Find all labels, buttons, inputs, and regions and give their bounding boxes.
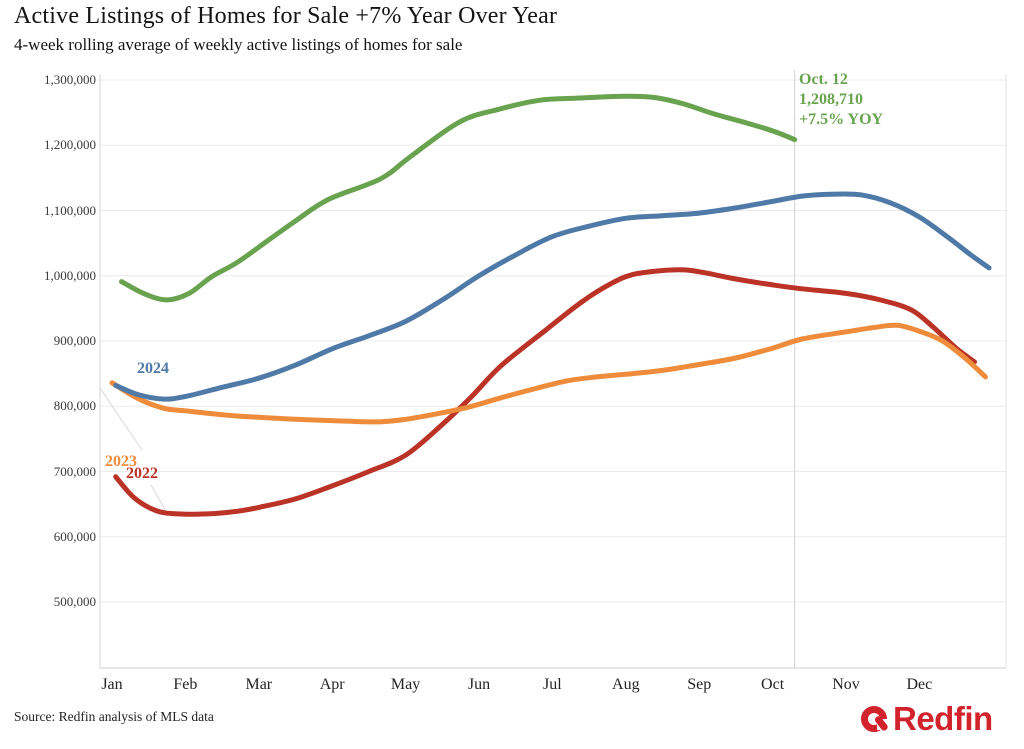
series-line-2022	[113, 267, 977, 517]
chart-title: Active Listings of Homes for Sale +7% Ye…	[14, 3, 558, 29]
x-tick-label-jan: Jan	[101, 676, 123, 693]
x-tick-label-mar: Mar	[245, 676, 273, 693]
x-tick-label-jun: Jun	[467, 676, 491, 693]
y-tick-label-600k: 600,000	[53, 528, 96, 544]
series-label-2023: 2023	[105, 453, 137, 470]
latest-point-annotation: Oct. 12 1,208,710 +7.5% YOY	[799, 70, 883, 130]
x-tick-label-aug: Aug	[612, 676, 640, 693]
series-line-2024	[113, 191, 992, 402]
y-tick-label-1300k: 1,300,000	[44, 72, 96, 87]
leader-line-2023	[99, 387, 143, 451]
x-tick-label-apr: Apr	[319, 676, 345, 693]
series-line-2025	[119, 93, 798, 303]
series-label-2022: 2022	[126, 465, 158, 482]
y-tick-label-700k: 700,000	[53, 463, 96, 479]
x-tick-label-nov: Nov	[832, 676, 860, 693]
annotation-value: 1,208,710	[799, 91, 863, 108]
redfin-door-icon	[861, 706, 888, 732]
x-tick-label-may: May	[390, 676, 421, 693]
redfin-logo: Redfin	[860, 701, 993, 737]
chart-subtitle: 4-week rolling average of weekly active …	[14, 35, 463, 54]
x-tick-label-jul: Jul	[543, 676, 562, 693]
series-label-2024: 2024	[137, 360, 169, 377]
x-tick-label-feb: Feb	[173, 676, 198, 693]
y-tick-label-800k: 800,000	[53, 398, 96, 414]
annotation-date: Oct. 12	[799, 71, 848, 88]
leader-line-2022	[150, 484, 168, 514]
annotation-yoy: +7.5% YOY	[799, 111, 884, 128]
y-tick-label-1000k: 1,000,000	[44, 267, 96, 283]
source-note: Source: Redfin analysis of MLS data	[14, 709, 214, 724]
y-tick-label-1100k: 1,100,000	[44, 202, 96, 218]
series-line-2023	[109, 322, 988, 425]
redfin-logo-text: Redfin	[893, 700, 993, 737]
y-tick-label-500k: 500,000	[53, 594, 96, 609]
x-tick-label-sep: Sep	[687, 676, 712, 693]
y-tick-label-1200k: 1,200,000	[44, 137, 96, 153]
y-tick-label-900k: 900,000	[53, 333, 96, 348]
x-tick-label-oct: Oct	[761, 676, 785, 693]
x-tick-label-dec: Dec	[906, 676, 933, 693]
